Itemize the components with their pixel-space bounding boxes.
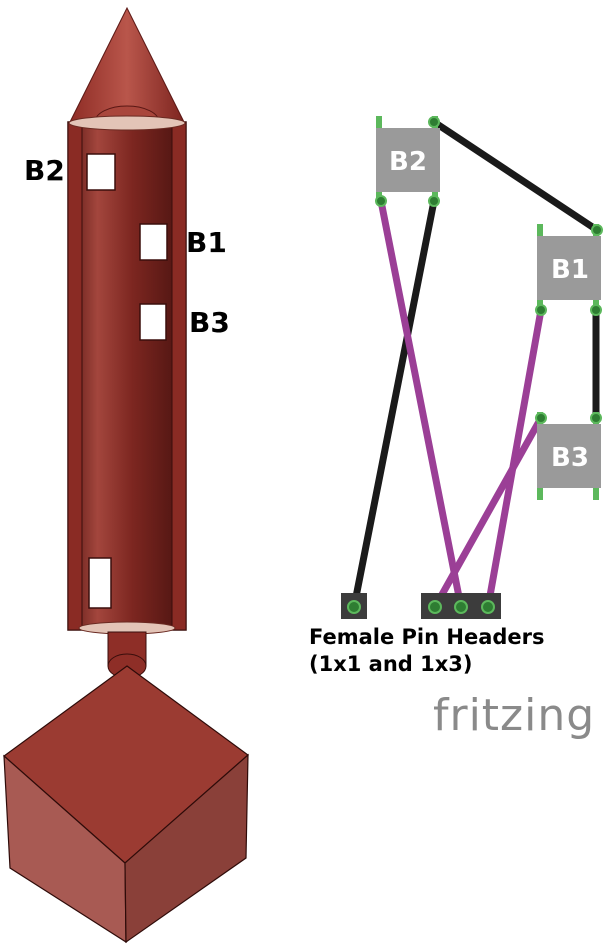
pin-header-pin: [454, 600, 468, 614]
rocket-hole-b2: [86, 153, 116, 191]
button-b1: B1: [537, 224, 601, 312]
rocket-model: [3, 6, 249, 944]
wire-endpoint: [591, 224, 603, 236]
wire-endpoint: [535, 304, 547, 316]
rocket-label-b3: B3: [189, 306, 230, 339]
wire-endpoint: [428, 195, 440, 207]
button-b1-body: [537, 236, 601, 300]
rocket-hole-b1: [139, 223, 168, 261]
wire-endpoint: [375, 195, 387, 207]
button-b2-pin: [376, 116, 382, 128]
button-b2: B2: [376, 116, 440, 204]
pin-header-caption: Female Pin Headers (1x1 and 1x3): [309, 624, 545, 678]
wire-black-b2-header: [350, 197, 438, 611]
button-b1-label: B1: [551, 255, 589, 285]
button-b3-body: [537, 424, 601, 488]
rocket-nose-cone: [69, 6, 185, 123]
wire-purple-b3-header: [431, 414, 545, 611]
pin-header-caption-line2: (1x1 and 1x3): [309, 652, 473, 676]
fritzing-logo: fritzing: [433, 690, 596, 741]
wire-black-b2-b1: [430, 118, 601, 234]
button-b3-pin: [593, 488, 599, 500]
button-b2-body: [376, 128, 440, 192]
rocket-hole-b3: [139, 303, 167, 341]
wire-endpoint: [590, 304, 602, 316]
rocket-label-b1: B1: [186, 226, 227, 259]
button-b3-label: B3: [551, 443, 589, 473]
wire-endpoints: [375, 116, 603, 424]
wire-endpoint: [428, 116, 440, 128]
button-b3-pin: [537, 488, 543, 500]
button-b2-label: B2: [389, 147, 427, 177]
pin-header-1x1: [341, 593, 367, 619]
rocket-top-ring: [68, 115, 186, 131]
button-b1-pin: [537, 224, 543, 236]
pin-header-caption-line1: Female Pin Headers: [309, 625, 545, 649]
wire-endpoint: [590, 412, 602, 424]
rocket-label-b2: B2: [24, 154, 65, 187]
pin-header-pin: [481, 600, 495, 614]
wire-endpoint: [535, 412, 547, 424]
rocket-tube: [67, 121, 187, 631]
pin-header-pin: [347, 600, 361, 614]
rocket-hole-bottom: [88, 557, 112, 609]
button-b3: B3: [537, 412, 601, 500]
wires: [350, 118, 601, 611]
rocket-base-right: [124, 753, 249, 944]
rocket-tube-left-wall: [67, 121, 83, 631]
rocket-tube-right-wall: [171, 121, 187, 631]
pin-header-pin: [428, 600, 442, 614]
wire-purple-b2-header: [377, 197, 465, 611]
pin-header-1x3: [421, 593, 501, 619]
